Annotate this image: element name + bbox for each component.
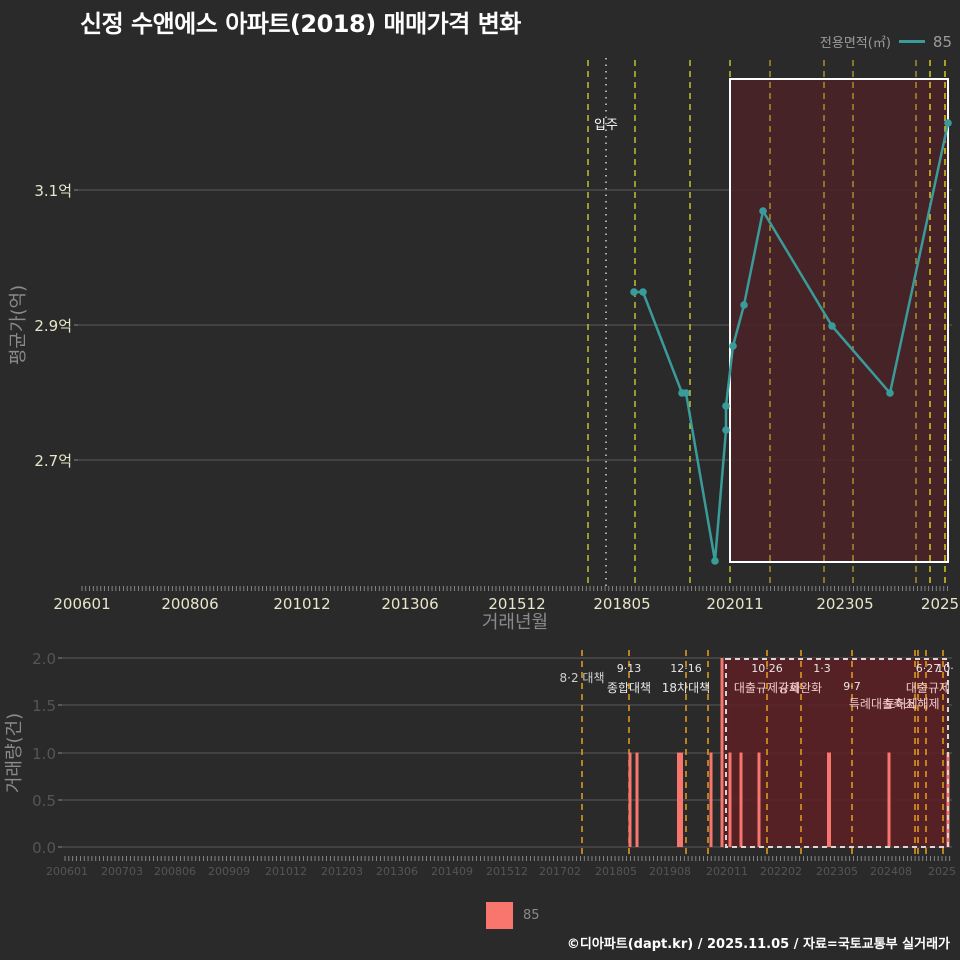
x-tick-label: 201203 [321, 865, 363, 878]
data-point [722, 426, 730, 434]
x-tick-label: 201012 [273, 595, 330, 613]
policy-annotation: 8·2 대책 [560, 670, 605, 685]
y-axis-title: 거래량(건) [4, 713, 25, 793]
volume-bar [758, 753, 761, 848]
x-tick-label: 2025 [928, 865, 956, 878]
policy-date: 9·13 [617, 662, 642, 675]
data-point [711, 557, 719, 565]
policy-date: 1·3 [813, 662, 831, 675]
x-tick-label: 201908 [649, 865, 691, 878]
x-tick-label: 200909 [208, 865, 250, 878]
legend-swatch-icon [486, 902, 513, 929]
x-tick-label: 202011 [706, 595, 763, 613]
y-tick-label: 1.5 [32, 697, 56, 715]
policy-label: 18차대책 [662, 680, 710, 695]
volume-bar [710, 753, 713, 848]
y-tick-label: 2.7억 [34, 452, 72, 470]
policy-label: 토허제해제 [884, 697, 939, 711]
x-tick-label: 202305 [816, 865, 858, 878]
x-tick-label: 202011 [706, 865, 748, 878]
y-tick-label: 0.0 [32, 839, 56, 857]
volume-bar [636, 753, 639, 848]
volume-bar [629, 753, 632, 848]
volume-bar [677, 753, 683, 848]
data-point [944, 119, 952, 127]
chart-canvas: 3.1억 2.9억 2.7억 입주 200601 200806 201012 201306 20… [0, 0, 960, 960]
volume-bar [721, 658, 724, 847]
y-axis-title: 평균가(억) [8, 285, 29, 365]
x-tick-label: 202305 [816, 595, 873, 613]
x-tick-label: 202408 [870, 865, 912, 878]
policy-label: 종합대책 [607, 680, 651, 695]
x-tick-label: 200806 [154, 865, 196, 878]
x-tick-label: 201805 [595, 865, 637, 878]
policy-date: 10· [936, 662, 954, 675]
policy-date: 12·16 [670, 662, 702, 675]
x-tick-label: 200601 [46, 865, 88, 878]
x-tick-label: 202202 [760, 865, 802, 878]
move-in-label: 입주 [594, 118, 618, 133]
x-tick-label: 201306 [381, 595, 438, 613]
x-tick-label: 201306 [376, 865, 418, 878]
data-point [759, 207, 767, 215]
data-point [729, 342, 737, 350]
source-footer: ©디아파트(dapt.kr) / 2025.11.05 / 자료=국토교통부 실… [567, 933, 950, 952]
x-axis-title: 거래년월 [482, 612, 548, 633]
data-point [886, 389, 894, 397]
x-tick-label: 201512 [486, 865, 528, 878]
data-point [639, 288, 647, 296]
y-tick-label: 2.0 [32, 650, 56, 668]
legend-bottom: 85 [486, 902, 540, 929]
data-point [682, 389, 690, 397]
x-tick-label: 2025 [921, 595, 959, 613]
x-tick-label: 201409 [431, 865, 473, 878]
x-tick-label: 201805 [593, 595, 650, 613]
volume-bar [827, 753, 831, 848]
data-point [828, 322, 836, 330]
y-tick-label: 2.9억 [34, 317, 72, 335]
y-tick-label: 3.1억 [34, 182, 72, 200]
y-tick-label: 1.0 [32, 745, 56, 763]
data-point [630, 288, 638, 296]
x-tick-label: 201702 [539, 865, 581, 878]
data-point [722, 402, 730, 410]
policy-label: 대출규제 [906, 681, 950, 695]
x-tick-label: 200806 [161, 595, 218, 613]
volume-bar [729, 753, 732, 848]
x-tick-label: 200601 [53, 595, 110, 613]
legend-bottom-entry-85: 85 [523, 908, 540, 923]
x-tick-label: 201012 [265, 865, 307, 878]
highlight-region [730, 79, 948, 562]
x-tick-label: 201512 [488, 595, 545, 613]
volume-bar [888, 753, 891, 848]
y-tick-label: 0.5 [32, 792, 56, 810]
volume-bar [740, 753, 743, 848]
policy-date: 9·7 [843, 680, 861, 693]
policy-label: 규제완화 [778, 681, 822, 695]
x-tick-label: 200703 [101, 865, 143, 878]
policy-date: 10·26 [751, 662, 783, 675]
data-point [740, 301, 748, 309]
